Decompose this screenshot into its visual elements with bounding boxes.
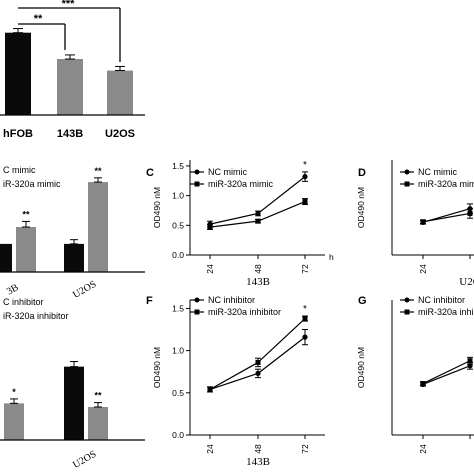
legend-marker-G-1	[404, 309, 410, 315]
tick-label-mid_bar-143b: 3B	[5, 282, 21, 298]
panel-label-F: F	[146, 295, 153, 307]
point-C-0-2	[302, 174, 308, 180]
sig-label-mid_bar-u2os: **	[94, 166, 102, 176]
y-axis-title-C: OD490 nM	[152, 187, 162, 228]
legend-marker-D-0	[404, 169, 410, 175]
sig-label-bot_bar-u2os: **	[94, 391, 102, 401]
tick-label-143b: 143B	[57, 128, 83, 140]
legend-label-F-0: NC inhibitor	[208, 295, 255, 305]
y-tick-label-C-0: 0.0	[172, 250, 184, 260]
point-D-1-1	[467, 210, 473, 216]
x-tick-label-C-2: 72	[300, 264, 310, 274]
series-line-F-1	[209, 318, 306, 390]
point-F-0-2	[302, 334, 308, 340]
tick-label-hfob: hFOB	[3, 128, 33, 140]
x-axis-title-C: 143B	[246, 276, 270, 288]
panel-label-C: C	[146, 167, 154, 179]
y-axis-title-D: OD490 nM	[356, 187, 366, 228]
series-line-D-1	[422, 212, 471, 223]
bar-hfob	[5, 32, 31, 115]
legend-label-D-1: miR-320a mimic	[418, 179, 474, 189]
x-axis-title-D: U2O	[459, 276, 474, 288]
x-unit-C: h	[329, 252, 334, 262]
x-tick-label-F-0: 24	[205, 444, 215, 454]
legend-marker-F-1	[194, 309, 200, 315]
bar-143b	[57, 59, 83, 115]
legend-marker-D-1	[404, 181, 410, 187]
legend-label-F-1: miR-320a inhibitor	[208, 307, 281, 317]
point-F-1-2	[302, 316, 308, 322]
bar-bot_bar-u2os-treated	[88, 407, 108, 440]
y-tick-label-F-3: 1.5	[172, 303, 184, 313]
y-axis-title-F: OD490 nM	[152, 347, 162, 388]
legend-marker-C-0	[194, 169, 200, 175]
bar-mid_bar-143b-control	[0, 243, 12, 272]
bar-bot_bar-u2os-control	[64, 366, 84, 440]
panel-label-D: D	[358, 167, 366, 179]
y-tick-label-F-0: 0.0	[172, 430, 184, 440]
tick-label-mid_bar-u2os: U2OS	[71, 279, 98, 301]
point-F-1-1	[255, 359, 261, 365]
x-tick-label-F-2: 72	[300, 444, 310, 454]
legend-marker-C-1	[194, 181, 200, 187]
x-tick-label-C-0: 24	[205, 264, 215, 274]
bar-mid_bar-u2os-control	[64, 243, 84, 272]
x-axis-title-F: 143B	[246, 456, 270, 468]
bar-bot_bar-143b-treated	[4, 403, 24, 440]
y-axis-title-G: OD490 nM	[356, 347, 366, 388]
legend-label-D-0: NC mimic	[418, 167, 457, 177]
point-C-0-1	[255, 210, 261, 217]
legend-label-mid_bar-1: iR-320a mimic	[3, 179, 61, 189]
tick-label-u2os: U2OS	[105, 128, 135, 140]
legend-label-mid_bar-0: C mimic	[3, 165, 36, 175]
x-tick-label-D-0: 24	[418, 264, 428, 274]
x-tick-label-C-1: 48	[253, 264, 263, 274]
annotation-C: *	[303, 160, 307, 171]
legend-label-bot_bar-0: C inhibitor	[3, 297, 44, 307]
bar-mid_bar-u2os-treated	[88, 182, 108, 272]
tick-label-bot_bar-u2os: U2OS	[71, 449, 98, 471]
sig-label-mid_bar-143b: **	[22, 209, 30, 219]
legend-label-bot_bar-1: iR-320a inhibitor	[3, 311, 69, 321]
y-tick-label-C-3: 1.5	[172, 161, 184, 171]
point-C-1-0	[207, 224, 213, 230]
sig-label-143b: **	[34, 13, 43, 25]
legend-label-C-0: NC mimic	[208, 167, 247, 177]
point-F-0-1	[255, 370, 261, 377]
legend-marker-G-0	[404, 297, 410, 303]
series-line-G-0	[422, 365, 471, 385]
annotation-F: *	[303, 304, 307, 315]
panel-label-G: G	[358, 295, 367, 307]
x-tick-label-F-1: 48	[253, 444, 263, 454]
y-tick-label-F-2: 1.0	[172, 346, 184, 356]
bar-u2os	[107, 70, 133, 115]
legend-label-G-1: miR-320a inhibitor	[418, 307, 474, 317]
legend-label-C-1: miR-320a mimic	[208, 179, 274, 189]
point-C-1-1	[255, 218, 261, 224]
sig-label-bot_bar-143b: *	[12, 387, 16, 397]
point-F-1-0	[207, 386, 213, 392]
point-G-1-0	[420, 381, 426, 387]
sig-label-u2os: ***	[62, 0, 76, 10]
series-line-G-1	[422, 360, 471, 385]
y-tick-label-C-2: 1.0	[172, 191, 184, 201]
point-G-1-1	[467, 358, 473, 364]
x-tick-label-G-0: 24	[418, 444, 428, 454]
legend-marker-F-0	[194, 297, 200, 303]
bar-mid_bar-143b-treated	[16, 227, 36, 272]
point-D-1-0	[420, 219, 426, 225]
point-C-1-2	[302, 199, 308, 205]
y-tick-label-F-1: 0.5	[172, 388, 184, 398]
y-tick-label-C-1: 0.5	[172, 220, 184, 230]
legend-label-G-0: NC inhibitor	[418, 295, 465, 305]
